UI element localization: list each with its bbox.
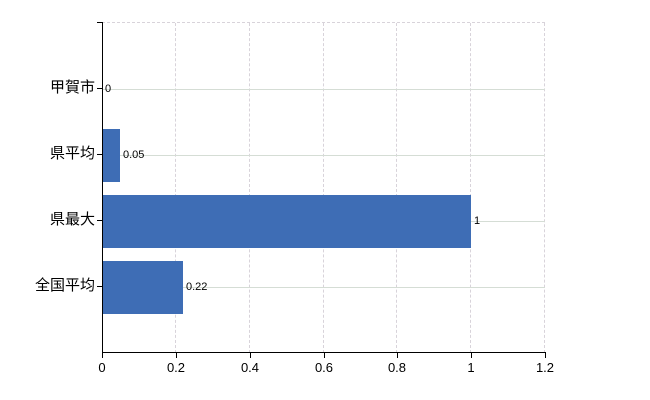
y-axis-tick — [97, 88, 102, 89]
value-label: 0 — [105, 83, 112, 95]
v-gridline — [323, 23, 324, 353]
category-label: 県最大 — [49, 211, 95, 228]
h-gridline — [102, 89, 545, 90]
y-axis-tick — [97, 220, 102, 221]
x-axis-tick — [397, 353, 398, 358]
bar — [102, 195, 471, 248]
bar — [102, 129, 120, 182]
x-tick-label: 1 — [467, 360, 475, 375]
y-axis-tick — [97, 154, 102, 155]
category-label: 全国平均 — [34, 277, 95, 294]
value-label: 0.22 — [186, 281, 208, 293]
x-axis-tick — [324, 353, 325, 358]
x-tick-label: 0.4 — [240, 360, 260, 375]
x-tick-label: 0.8 — [387, 360, 407, 375]
x-tick-label: 0.2 — [166, 360, 186, 375]
x-axis-tick — [545, 353, 546, 358]
x-axis-tick — [471, 353, 472, 358]
category-label: 県平均 — [49, 145, 95, 162]
y-axis-line — [102, 22, 103, 353]
value-label: 0.05 — [123, 149, 145, 161]
v-gridline — [396, 23, 397, 353]
x-tick-label: 1.2 — [535, 360, 555, 375]
v-gridline — [249, 23, 250, 353]
x-axis-line — [102, 352, 546, 353]
v-gridline — [175, 23, 176, 353]
category-label: 甲賀市 — [49, 79, 95, 96]
x-axis-tick — [176, 353, 177, 358]
h-gridline — [102, 155, 545, 156]
y-axis-tick — [97, 286, 102, 287]
v-gridline — [470, 23, 471, 353]
x-tick-label: 0.6 — [314, 360, 334, 375]
x-axis-tick — [102, 353, 103, 358]
y-axis-end-tick — [97, 22, 102, 23]
h-gridline — [102, 287, 545, 288]
v-gridline — [544, 23, 545, 353]
bar — [102, 261, 183, 314]
x-tick-label: 0 — [98, 360, 106, 375]
value-label: 1 — [474, 215, 481, 227]
plot-area: 0 0.05 1 0.22 — [102, 22, 545, 353]
x-axis-tick — [250, 353, 251, 358]
